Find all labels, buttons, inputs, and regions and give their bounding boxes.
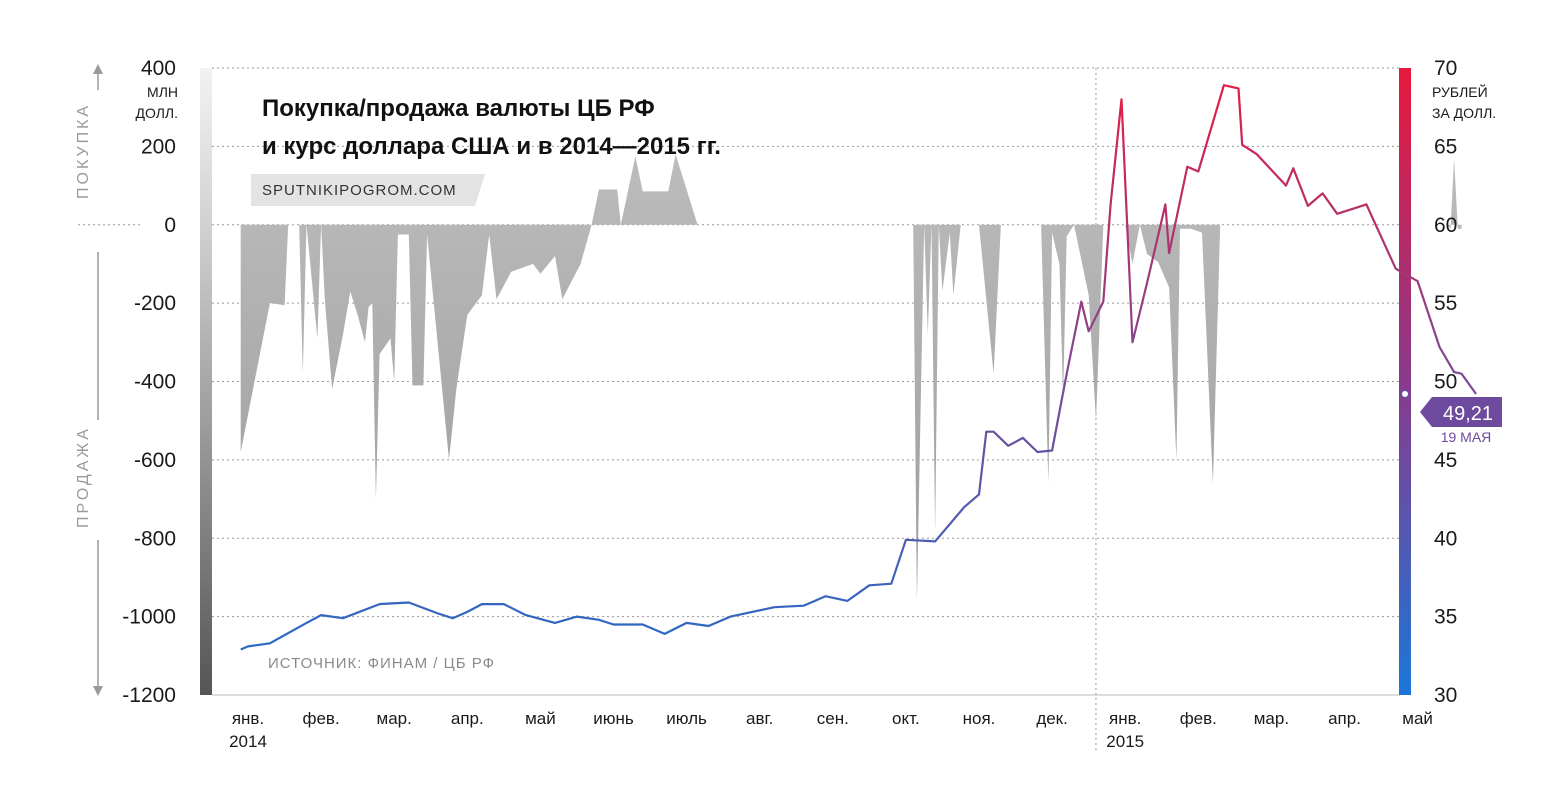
month-label: ноя. bbox=[963, 709, 996, 728]
usd-rub-polyline bbox=[240, 84, 1477, 651]
left-axis-band bbox=[200, 68, 212, 695]
left-tick-label: 0 bbox=[164, 214, 176, 237]
chart-title-line-1: Покупка/продажа валюты ЦБ РФ bbox=[262, 95, 655, 122]
right-tick-label: 70 bbox=[1434, 57, 1457, 80]
month-label: мар. bbox=[377, 709, 412, 728]
left-axis-ticks: 400 200 0 -200 -400 -600 -800 -1000 -1200 bbox=[122, 57, 176, 707]
year-label: 2014 bbox=[229, 732, 267, 751]
year-label: 2015 bbox=[1106, 732, 1144, 751]
x-axis-month-labels: янв. фев. мар. апр. май июнь июль авг. сен. окт. н… bbox=[232, 709, 1433, 728]
right-tick-label: 60 bbox=[1434, 214, 1457, 237]
right-axis-ticks: 70 65 60 55 50 45 40 35 30 bbox=[1434, 57, 1457, 707]
month-label: янв. bbox=[1109, 709, 1141, 728]
usd-rub-line bbox=[240, 84, 1477, 651]
last-value-callout: 49,21 19 МАЯ bbox=[1400, 389, 1502, 445]
callout-flag bbox=[1420, 397, 1502, 427]
intervention-area bbox=[240, 154, 1462, 601]
left-tick-label: -600 bbox=[134, 449, 176, 472]
month-label: апр. bbox=[1328, 709, 1361, 728]
month-label: окт. bbox=[892, 709, 920, 728]
right-tick-label: 35 bbox=[1434, 606, 1457, 629]
right-tick-label: 65 bbox=[1434, 135, 1457, 158]
callout-marker bbox=[1400, 389, 1410, 399]
left-axis-unit-line-1: МЛН bbox=[147, 84, 178, 100]
left-tick-label: -800 bbox=[134, 527, 176, 550]
left-tick-label: -1200 bbox=[122, 684, 176, 707]
callout-date: 19 МАЯ bbox=[1441, 429, 1492, 445]
left-tick-label: -200 bbox=[134, 292, 176, 315]
right-tick-label: 30 bbox=[1434, 684, 1457, 707]
callout-value: 49,21 bbox=[1443, 403, 1493, 425]
usd-rub-points bbox=[240, 85, 1477, 651]
right-axis-color-bar bbox=[1399, 68, 1411, 695]
month-label: фев. bbox=[1180, 709, 1217, 728]
right-tick-label: 50 bbox=[1434, 371, 1457, 394]
month-label: мар. bbox=[1254, 709, 1289, 728]
brand-tag bbox=[251, 174, 485, 206]
right-axis-unit-line-2: ЗА ДОЛЛ. bbox=[1432, 105, 1496, 121]
month-label: май bbox=[525, 709, 556, 728]
side-label-sell: ПРОДАЖА bbox=[75, 426, 92, 528]
chart-title-line-2: и курс доллара США и в 2014—2015 гг. bbox=[262, 133, 721, 160]
month-label: дек. bbox=[1036, 709, 1068, 728]
month-label: сен. bbox=[817, 709, 849, 728]
month-label: авг. bbox=[746, 709, 773, 728]
month-label: июль bbox=[666, 709, 707, 728]
left-axis-unit-line-2: ДОЛЛ. bbox=[136, 105, 178, 121]
left-tick-label: -400 bbox=[134, 371, 176, 394]
month-label: апр. bbox=[451, 709, 484, 728]
source-note: ИСТОЧНИК: ФИНАМ / ЦБ РФ bbox=[268, 655, 495, 672]
right-axis-unit-line-1: РУБЛЕЙ bbox=[1432, 83, 1488, 100]
right-tick-label: 40 bbox=[1434, 527, 1457, 550]
month-label: янв. bbox=[232, 709, 264, 728]
month-label: фев. bbox=[302, 709, 339, 728]
brand-text: SPUTNIKIPOGROM.COM bbox=[262, 182, 457, 199]
right-tick-label: 55 bbox=[1434, 292, 1457, 315]
month-label: май bbox=[1402, 709, 1433, 728]
month-label: июнь bbox=[593, 709, 634, 728]
x-axis-year-labels: 2014 2015 bbox=[229, 732, 1144, 751]
left-tick-label: 400 bbox=[141, 57, 176, 80]
left-side-arrow bbox=[93, 64, 103, 696]
left-tick-label: -1000 bbox=[122, 606, 176, 629]
side-label-buy: ПОКУПКА bbox=[75, 103, 92, 199]
left-tick-label: 200 bbox=[141, 135, 176, 158]
right-tick-label: 45 bbox=[1434, 449, 1457, 472]
gridlines bbox=[212, 67, 1400, 696]
